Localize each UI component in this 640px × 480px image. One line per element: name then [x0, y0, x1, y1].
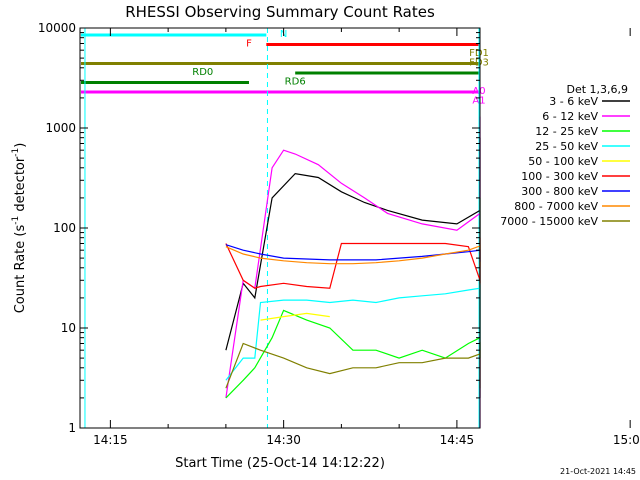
footer-timestamp: 21-Oct-2021 14:45	[560, 467, 636, 476]
legend-entry-label: 800 - 7000 keV	[514, 200, 598, 213]
state-bar-label: F	[246, 39, 252, 50]
legend-entry-label: 100 - 300 keV	[521, 170, 598, 183]
x-tick-label: 14:45	[440, 433, 475, 447]
y-tick-label: 1	[68, 421, 76, 435]
y-tick-label: 10000	[38, 21, 76, 35]
legend-entry-label: 6 - 12 keV	[542, 110, 598, 123]
chart-title: RHESSI Observing Summary Count Rates	[125, 3, 435, 21]
series-line	[260, 312, 330, 321]
legend-entry-label: 3 - 6 keV	[549, 95, 598, 108]
legend-entry-label: 25 - 50 keV	[535, 140, 598, 153]
legend-entry-label: 50 - 100 keV	[528, 155, 598, 168]
legend-title: Det 1,3,6,9	[566, 83, 628, 96]
y-axis-label-mid: detector	[13, 156, 28, 216]
y-axis-label: Count Rate (s-1 detector-1)	[11, 143, 28, 314]
y-axis-ticks: 1 10 100 1000 10000	[38, 21, 480, 435]
x-tick-label: 14:15	[93, 433, 128, 447]
legend-entry-label: 7000 - 15000 keV	[500, 215, 598, 228]
x-tick-label: 15:00	[613, 433, 640, 447]
legend-entry-label: 300 - 800 keV	[521, 185, 598, 198]
state-bar-label: RD0	[192, 67, 213, 78]
y-axis-label-end: )	[13, 143, 28, 148]
state-bar-label: RD6	[285, 77, 306, 88]
x-tick-label: 14:30	[266, 433, 301, 447]
y-axis-label-sup1: -1	[11, 216, 21, 225]
x-axis-label: Start Time (25-Oct-14 14:12:22)	[175, 456, 385, 471]
y-tick-label: 10	[61, 321, 76, 335]
y-tick-label: 1000	[45, 121, 76, 135]
y-axis-label-main: Count Rate (s	[13, 225, 28, 314]
legend: 3 - 6 keV 6 - 12 keV 12 - 25 keV 25 - 50 ke…	[500, 95, 630, 228]
legend-entry-label: 12 - 25 keV	[535, 125, 598, 138]
y-tick-label: 100	[53, 221, 76, 235]
y-axis-label-sup2: -1	[11, 148, 21, 157]
